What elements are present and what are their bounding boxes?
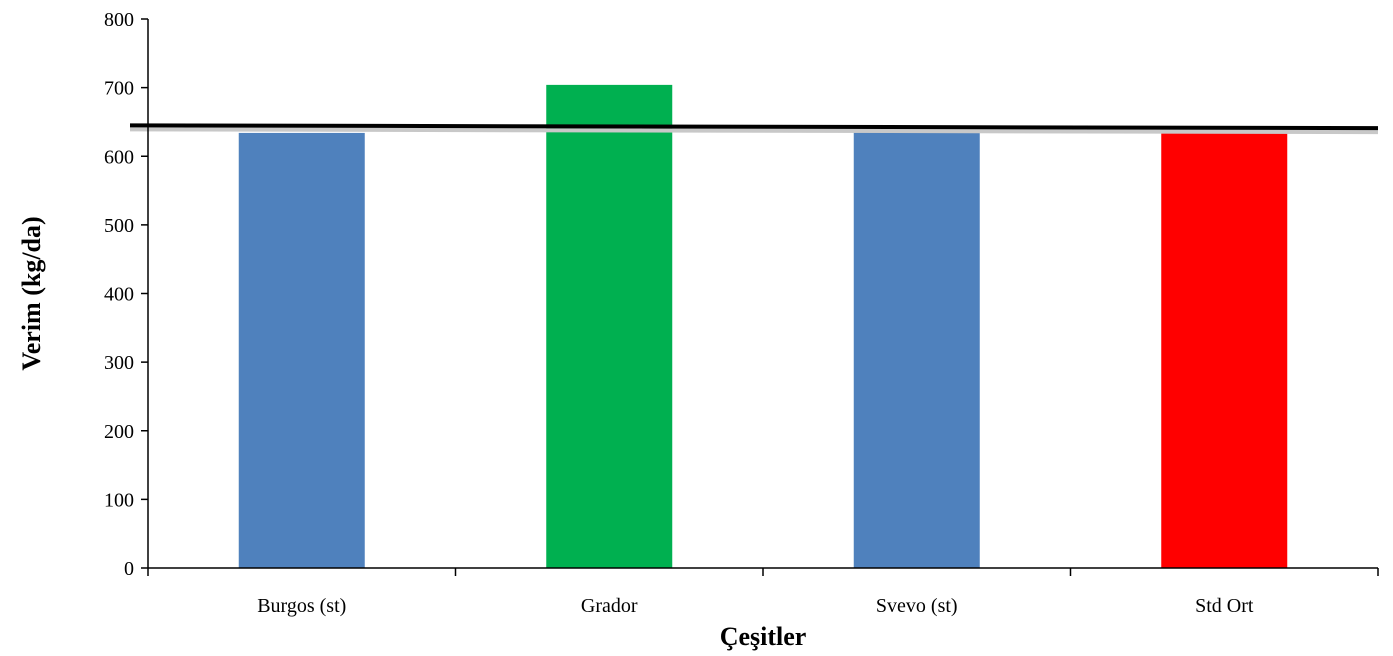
bar <box>1161 131 1288 569</box>
y-tick-label: 400 <box>104 284 134 306</box>
y-tick-label: 700 <box>104 78 134 100</box>
average-reference-line <box>129 123 1379 131</box>
x-category-label: Burgos (st) <box>257 595 346 617</box>
y-tick-label: 800 <box>104 9 134 31</box>
x-category-label: Std Ort <box>1195 595 1254 617</box>
y-tick-label: 500 <box>104 215 134 237</box>
x-category-label: Grador <box>581 595 638 617</box>
y-axis-title: Verim (kg/da) <box>17 216 46 370</box>
y-tick-label: 600 <box>104 146 134 168</box>
y-axis-ticks: 0 100 200 300 400 500 600 700 800 <box>104 9 148 580</box>
y-tick-label: 200 <box>104 421 134 443</box>
reference-line-shadow <box>129 127 1379 135</box>
bar <box>546 84 673 568</box>
bars <box>238 84 1288 569</box>
y-tick-label: 0 <box>124 558 134 580</box>
bar <box>238 132 365 569</box>
x-axis-title: Çeşitler <box>720 622 807 651</box>
y-tick-label: 100 <box>104 489 134 511</box>
x-axis-ticks: Burgos (st) Grador Svevo (st) Std Ort <box>147 568 1379 617</box>
y-tick-label: 300 <box>104 352 134 374</box>
x-category-label: Svevo (st) <box>876 595 958 617</box>
bar <box>853 131 980 569</box>
